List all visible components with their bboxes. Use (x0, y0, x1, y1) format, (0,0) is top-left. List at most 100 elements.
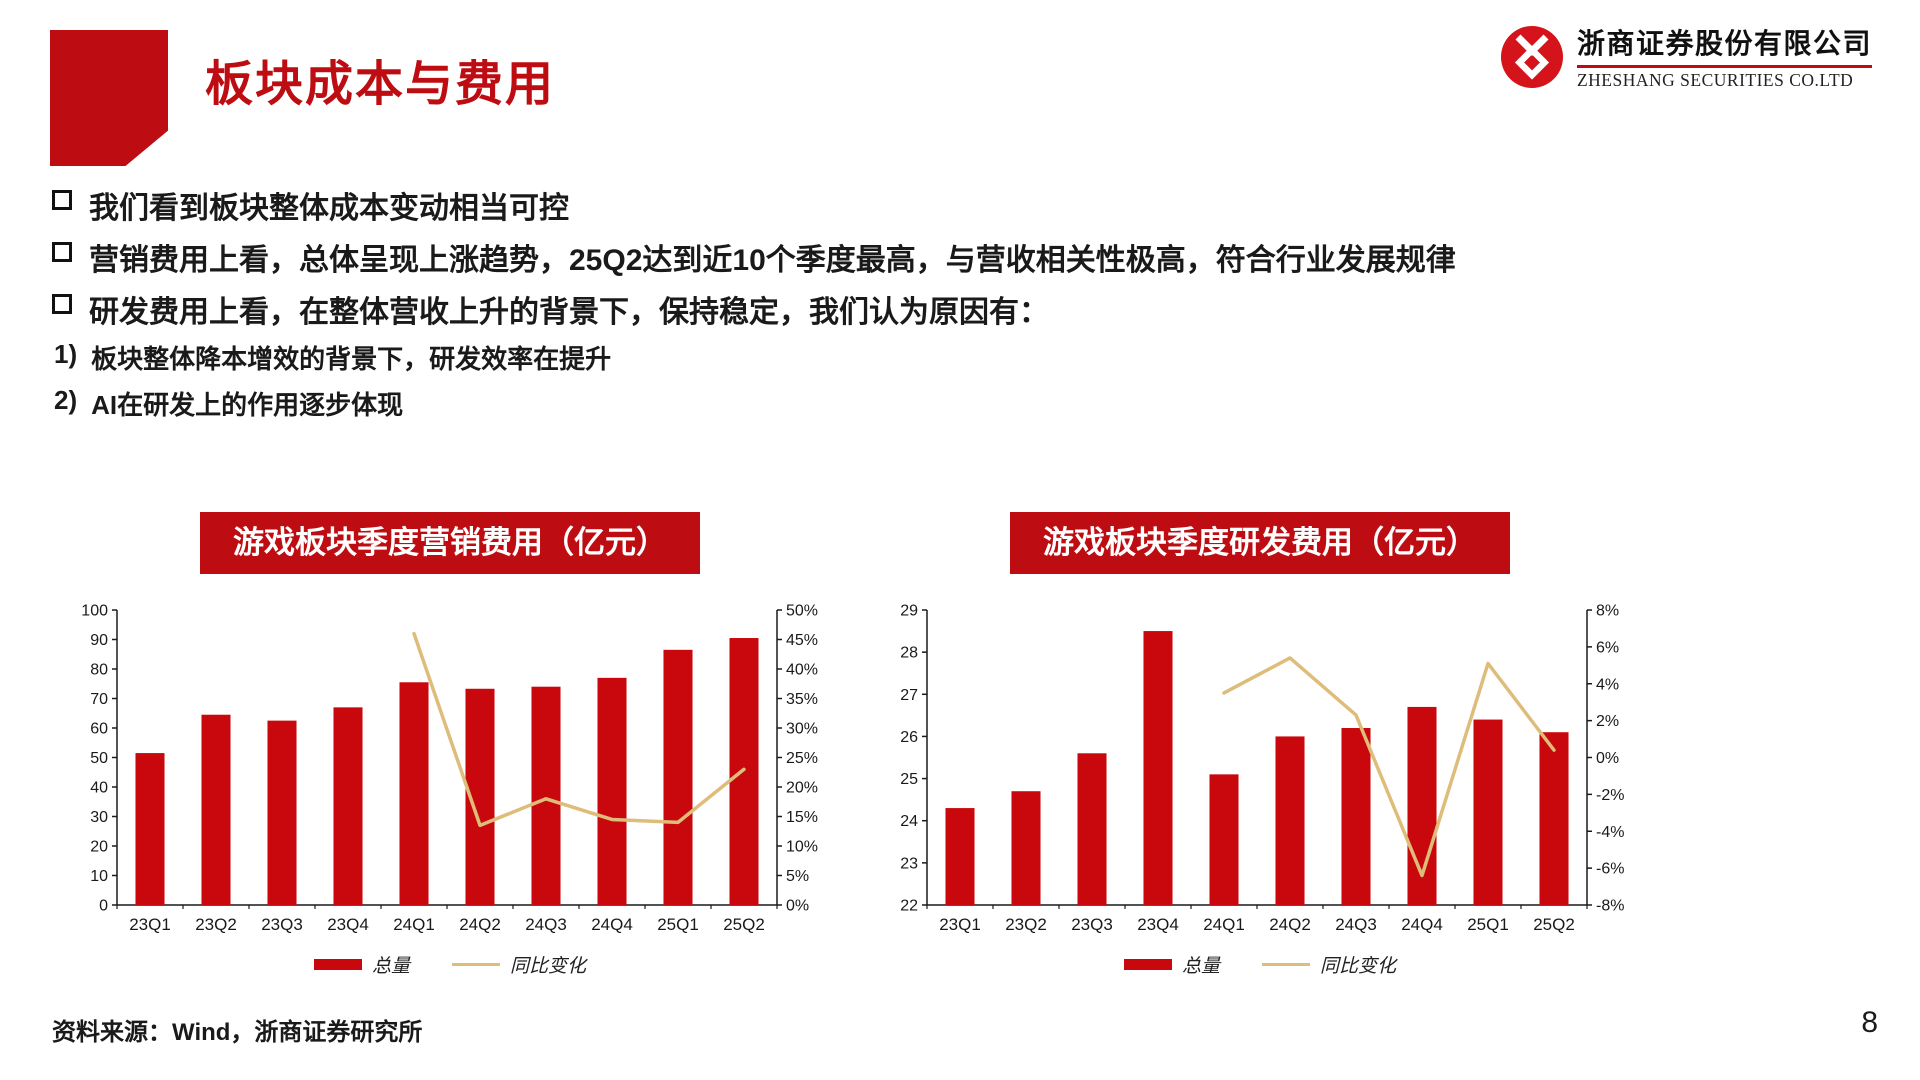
svg-text:25%: 25% (786, 750, 818, 767)
svg-text:-4%: -4% (1596, 824, 1624, 841)
svg-text:20%: 20% (786, 780, 818, 797)
svg-text:25Q1: 25Q1 (657, 915, 699, 934)
svg-text:10: 10 (90, 868, 108, 885)
svg-text:23: 23 (900, 855, 918, 872)
svg-text:6%: 6% (1596, 639, 1619, 656)
corner-accent-shape (50, 30, 168, 166)
svg-text:80: 80 (90, 662, 108, 679)
svg-text:40: 40 (90, 780, 108, 797)
bullet-text: 我们看到板块整体成本变动相当可控 (89, 192, 569, 225)
svg-text:24Q3: 24Q3 (1335, 915, 1377, 934)
square-bullet-icon (52, 242, 72, 262)
legend-item-yoy: 同比变化 (1262, 951, 1396, 978)
legend-label: 同比变化 (1320, 956, 1397, 977)
bullet-item: 研发费用上看，在整体营收上升的背景下，保持稳定，我们认为原因有： (52, 287, 1752, 329)
svg-text:25Q1: 25Q1 (1467, 915, 1509, 934)
svg-text:23Q1: 23Q1 (939, 915, 981, 934)
svg-text:40%: 40% (786, 662, 818, 679)
svg-text:100: 100 (81, 603, 108, 620)
legend-label: 同比变化 (510, 956, 587, 977)
numbered-item-text: 板块整体降本增效的背景下，研发效率在提升 (91, 344, 612, 374)
page-title: 板块成本与费用 (205, 58, 556, 111)
svg-text:8%: 8% (1596, 603, 1619, 620)
svg-text:60: 60 (90, 721, 108, 738)
svg-text:23Q4: 23Q4 (327, 915, 369, 934)
bullet-text: 研发费用上看，在整体营收上升的背景下，保持稳定，我们认为原因有： (89, 296, 1049, 329)
bullet-item: 我们看到板块整体成本变动相当可控 (52, 183, 1752, 225)
zheshang-logo-icon (1500, 25, 1563, 88)
marketing-expense-chart: 0 10 20 30 40 50 60 70 80 90 100 0% 5% 10% 15% 20% 25% 30… (65, 600, 835, 945)
chart-title-banner: 游戏板块季度营销费用（亿元） (200, 512, 700, 574)
legend-item-total: 总量 (1123, 951, 1220, 978)
svg-text:50%: 50% (786, 603, 818, 620)
source-note: 资料来源：Wind，浙商证券研究所 (52, 1019, 423, 1046)
svg-text:15%: 15% (786, 809, 818, 826)
svg-text:0: 0 (99, 898, 108, 915)
svg-text:23Q4: 23Q4 (1137, 915, 1179, 934)
svg-text:23Q3: 23Q3 (261, 915, 303, 934)
numbered-item: 2) AI在研发上的作用逐步体现 (54, 385, 1752, 420)
company-name-cn: 浙商证券股份有限公司 (1576, 22, 1872, 68)
svg-text:24Q2: 24Q2 (459, 915, 501, 934)
svg-text:25Q2: 25Q2 (1533, 915, 1575, 934)
legend-label: 总量 (371, 956, 410, 977)
svg-text:0%: 0% (1596, 750, 1619, 767)
rd-expense-chart-block: 游戏板块季度研发费用（亿元） 22 23 24 25 26 27 28 29 -8% -6% -4%… (875, 512, 1645, 978)
chart-legend: 总量 同比变化 (65, 951, 835, 978)
svg-text:25: 25 (900, 771, 918, 788)
square-bullet-icon (52, 190, 72, 210)
company-name-en: ZHESHANG SECURITIES CO.LTD (1576, 70, 1854, 90)
legend-item-yoy: 同比变化 (452, 951, 586, 978)
chart-legend: 总量 同比变化 (875, 951, 1645, 978)
legend-line-swatch (452, 962, 500, 967)
svg-text:23Q1: 23Q1 (129, 915, 171, 934)
svg-text:23Q3: 23Q3 (1071, 915, 1113, 934)
svg-text:27: 27 (900, 687, 918, 704)
svg-text:5%: 5% (786, 868, 809, 885)
svg-text:20: 20 (90, 839, 108, 856)
svg-text:30: 30 (90, 809, 108, 826)
svg-text:26: 26 (900, 729, 918, 746)
legend-bar-swatch (1123, 959, 1172, 970)
svg-text:24Q1: 24Q1 (393, 915, 435, 934)
legend-item-total: 总量 (313, 951, 410, 978)
svg-text:70: 70 (90, 691, 108, 708)
svg-text:24Q4: 24Q4 (591, 915, 633, 934)
square-bullet-icon (52, 294, 72, 314)
legend-label: 总量 (1181, 956, 1220, 977)
svg-text:45%: 45% (786, 632, 818, 649)
page-number: 8 (1861, 1006, 1878, 1039)
svg-text:24Q1: 24Q1 (1203, 915, 1245, 934)
svg-text:22: 22 (900, 898, 918, 915)
marketing-expense-chart-block: 游戏板块季度营销费用（亿元） 0 10 20 30 40 50 60 70 80 90 100 0% 5… (65, 512, 835, 978)
svg-text:29: 29 (900, 603, 918, 620)
svg-text:-2%: -2% (1596, 787, 1624, 804)
svg-text:23Q2: 23Q2 (195, 915, 237, 934)
bullet-text: 营销费用上看，总体呈现上涨趋势，25Q2达到近10个季度最高，与营收相关性极高，… (89, 244, 1456, 277)
svg-text:90: 90 (90, 632, 108, 649)
company-logo: 浙商证券股份有限公司 ZHESHANG SECURITIES CO.LTD (1499, 22, 1872, 91)
svg-text:-8%: -8% (1596, 898, 1624, 915)
company-name-block: 浙商证券股份有限公司 ZHESHANG SECURITIES CO.LTD (1576, 22, 1872, 91)
numbered-item-marker: 2) (54, 385, 78, 415)
svg-text:-6%: -6% (1596, 861, 1624, 878)
svg-text:23Q2: 23Q2 (1005, 915, 1047, 934)
chart-title-banner: 游戏板块季度研发费用（亿元） (1010, 512, 1510, 574)
rd-expense-chart: 22 23 24 25 26 27 28 29 -8% -6% -4% -2% 0% 2% 4% 6% 8% 23… (875, 600, 1645, 945)
numbered-item-text: AI在研发上的作用逐步体现 (91, 390, 404, 420)
svg-text:2%: 2% (1596, 713, 1619, 730)
svg-text:30%: 30% (786, 721, 818, 738)
svg-text:24Q4: 24Q4 (1401, 915, 1443, 934)
svg-text:24Q2: 24Q2 (1269, 915, 1311, 934)
svg-text:24Q3: 24Q3 (525, 915, 567, 934)
bullet-list: 我们看到板块整体成本变动相当可控 营销费用上看，总体呈现上涨趋势，25Q2达到近… (52, 183, 1752, 431)
svg-text:24: 24 (900, 813, 918, 830)
numbered-item-marker: 1) (54, 339, 78, 369)
legend-bar-swatch (313, 959, 362, 970)
svg-text:35%: 35% (786, 691, 818, 708)
svg-text:4%: 4% (1596, 676, 1619, 693)
svg-text:0%: 0% (786, 898, 809, 915)
svg-text:25Q2: 25Q2 (723, 915, 765, 934)
svg-text:50: 50 (90, 750, 108, 767)
